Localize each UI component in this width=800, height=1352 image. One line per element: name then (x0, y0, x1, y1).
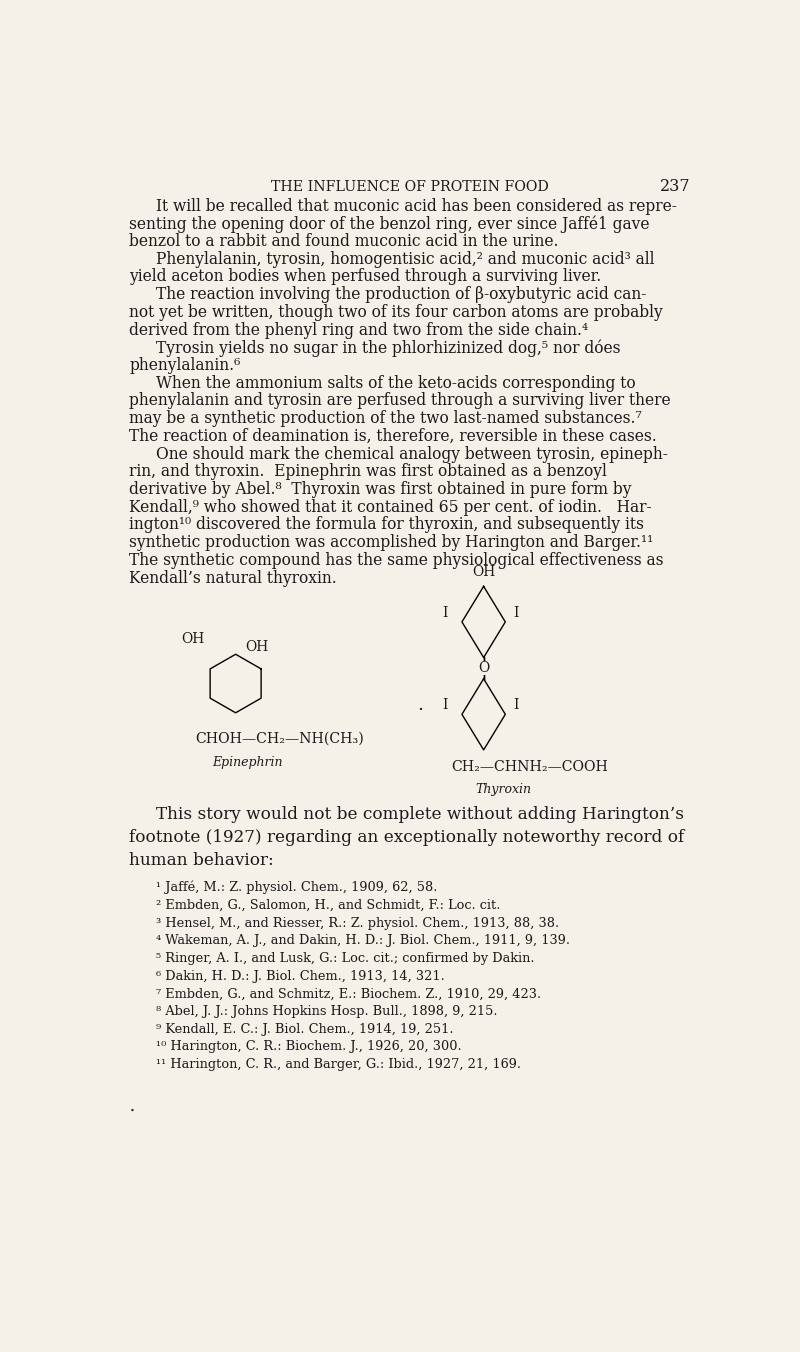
Text: Thyroxin: Thyroxin (475, 783, 531, 796)
Text: ³ Hensel, M., and Riesser, R.: Z. physiol. Chem., 1913, 88, 38.: ³ Hensel, M., and Riesser, R.: Z. physio… (156, 917, 559, 930)
Text: The reaction of deamination is, therefore, reversible in these cases.: The reaction of deamination is, therefor… (130, 427, 658, 445)
Text: derivative by Abel.⁸  Thyroxin was first obtained in pure form by: derivative by Abel.⁸ Thyroxin was first … (130, 481, 632, 498)
Text: ⁹ Kendall, E. C.: J. Biol. Chem., 1914, 19, 251.: ⁹ Kendall, E. C.: J. Biol. Chem., 1914, … (156, 1022, 454, 1036)
Text: ington¹⁰ discovered the formula for thyroxin, and subsequently its: ington¹⁰ discovered the formula for thyr… (130, 516, 644, 534)
Text: 237: 237 (660, 178, 690, 196)
Text: human behavior:: human behavior: (130, 852, 274, 869)
Text: benzol to a rabbit and found muconic acid in the urine.: benzol to a rabbit and found muconic aci… (130, 233, 559, 250)
Text: ¹¹ Harington, C. R., and Barger, G.: Ibid., 1927, 21, 169.: ¹¹ Harington, C. R., and Barger, G.: Ibi… (156, 1059, 521, 1071)
Text: When the ammonium salts of the keto-acids corresponding to: When the ammonium salts of the keto-acid… (156, 375, 635, 392)
Text: ·: · (417, 702, 423, 719)
Text: not yet be written, though two of its four carbon atoms are probably: not yet be written, though two of its fo… (130, 304, 663, 320)
Text: ⁵ Ringer, A. I., and Lusk, G.: Loc. cit.; confirmed by Dakin.: ⁵ Ringer, A. I., and Lusk, G.: Loc. cit.… (156, 952, 534, 965)
Text: footnote (1927) regarding an exceptionally noteworthy record of: footnote (1927) regarding an exceptional… (130, 829, 685, 846)
Text: ⁷ Embden, G., and Schmitz, E.: Biochem. Z., 1910, 29, 423.: ⁷ Embden, G., and Schmitz, E.: Biochem. … (156, 987, 541, 1000)
Text: O: O (478, 661, 490, 675)
Text: Phenylalanin, tyrosin, homogentisic acid,² and muconic acid³ all: Phenylalanin, tyrosin, homogentisic acid… (156, 250, 654, 268)
Text: CHOH—CH₂—NH(CH₃): CHOH—CH₂—NH(CH₃) (195, 731, 364, 746)
Text: Tyrosin yields no sugar in the phlorhizinized dog,⁵ nor dóes: Tyrosin yields no sugar in the phlorhizi… (156, 339, 620, 357)
Text: One should mark the chemical analogy between tyrosin, epineph-: One should mark the chemical analogy bet… (156, 446, 668, 462)
Text: THE INFLUENCE OF PROTEIN FOOD: THE INFLUENCE OF PROTEIN FOOD (271, 180, 549, 193)
Text: The synthetic compound has the same physiological effectiveness as: The synthetic compound has the same phys… (130, 552, 664, 569)
Text: ⁶ Dakin, H. D.: J. Biol. Chem., 1913, 14, 321.: ⁶ Dakin, H. D.: J. Biol. Chem., 1913, 14… (156, 969, 445, 983)
Text: ⁴ Wakeman, A. J., and Dakin, H. D.: J. Biol. Chem., 1911, 9, 139.: ⁴ Wakeman, A. J., and Dakin, H. D.: J. B… (156, 934, 570, 948)
Text: CH₂—CHNH₂—COOH: CH₂—CHNH₂—COOH (451, 760, 608, 773)
Text: yield aceton bodies when perfused through a surviving liver.: yield aceton bodies when perfused throug… (130, 269, 602, 285)
Text: synthetic production was accomplished by Harington and Barger.¹¹: synthetic production was accomplished by… (130, 534, 654, 552)
Text: OH: OH (182, 631, 205, 646)
Text: OH: OH (472, 565, 495, 580)
Text: senting the opening door of the benzol ring, ever since Jaffé1 gave: senting the opening door of the benzol r… (130, 215, 650, 233)
Text: I: I (442, 606, 447, 619)
Text: I: I (442, 698, 447, 713)
Text: Kendall,⁹ who showed that it contained 65 per cent. of iodin.   Har-: Kendall,⁹ who showed that it contained 6… (130, 499, 652, 515)
Text: I: I (514, 606, 519, 619)
Text: derived from the phenyl ring and two from the side chain.⁴: derived from the phenyl ring and two fro… (130, 322, 589, 338)
Text: phenylalanin and tyrosin are perfused through a surviving liver there: phenylalanin and tyrosin are perfused th… (130, 392, 671, 410)
Text: Epinephrin: Epinephrin (212, 756, 282, 768)
Text: OH: OH (245, 639, 268, 653)
Text: It will be recalled that muconic acid has been considered as repre-: It will be recalled that muconic acid ha… (156, 197, 677, 215)
Text: ¹ Jaffé, M.: Z. physiol. Chem., 1909, 62, 58.: ¹ Jaffé, M.: Z. physiol. Chem., 1909, 62… (156, 882, 437, 894)
Text: ⁸ Abel, J. J.: Johns Hopkins Hosp. Bull., 1898, 9, 215.: ⁸ Abel, J. J.: Johns Hopkins Hosp. Bull.… (156, 1005, 498, 1018)
Text: I: I (514, 698, 519, 713)
Text: ¹⁰ Harington, C. R.: Biochem. J., 1926, 20, 300.: ¹⁰ Harington, C. R.: Biochem. J., 1926, … (156, 1041, 462, 1053)
Text: ² Embden, G., Salomon, H., and Schmidt, F.: Loc. cit.: ² Embden, G., Salomon, H., and Schmidt, … (156, 899, 500, 911)
Text: •: • (130, 1107, 134, 1115)
Text: rin, and thyroxin.  Epinephrin was first obtained as a benzoyl: rin, and thyroxin. Epinephrin was first … (130, 464, 607, 480)
Text: The reaction involving the production of β-oxybutyric acid can-: The reaction involving the production of… (156, 287, 646, 303)
Text: phenylalanin.⁶: phenylalanin.⁶ (130, 357, 241, 375)
Text: Kendall’s natural thyroxin.: Kendall’s natural thyroxin. (130, 569, 338, 587)
Text: may be a synthetic production of the two last-named substances.⁷: may be a synthetic production of the two… (130, 410, 642, 427)
Text: This story would not be complete without adding Harington’s: This story would not be complete without… (156, 806, 684, 823)
